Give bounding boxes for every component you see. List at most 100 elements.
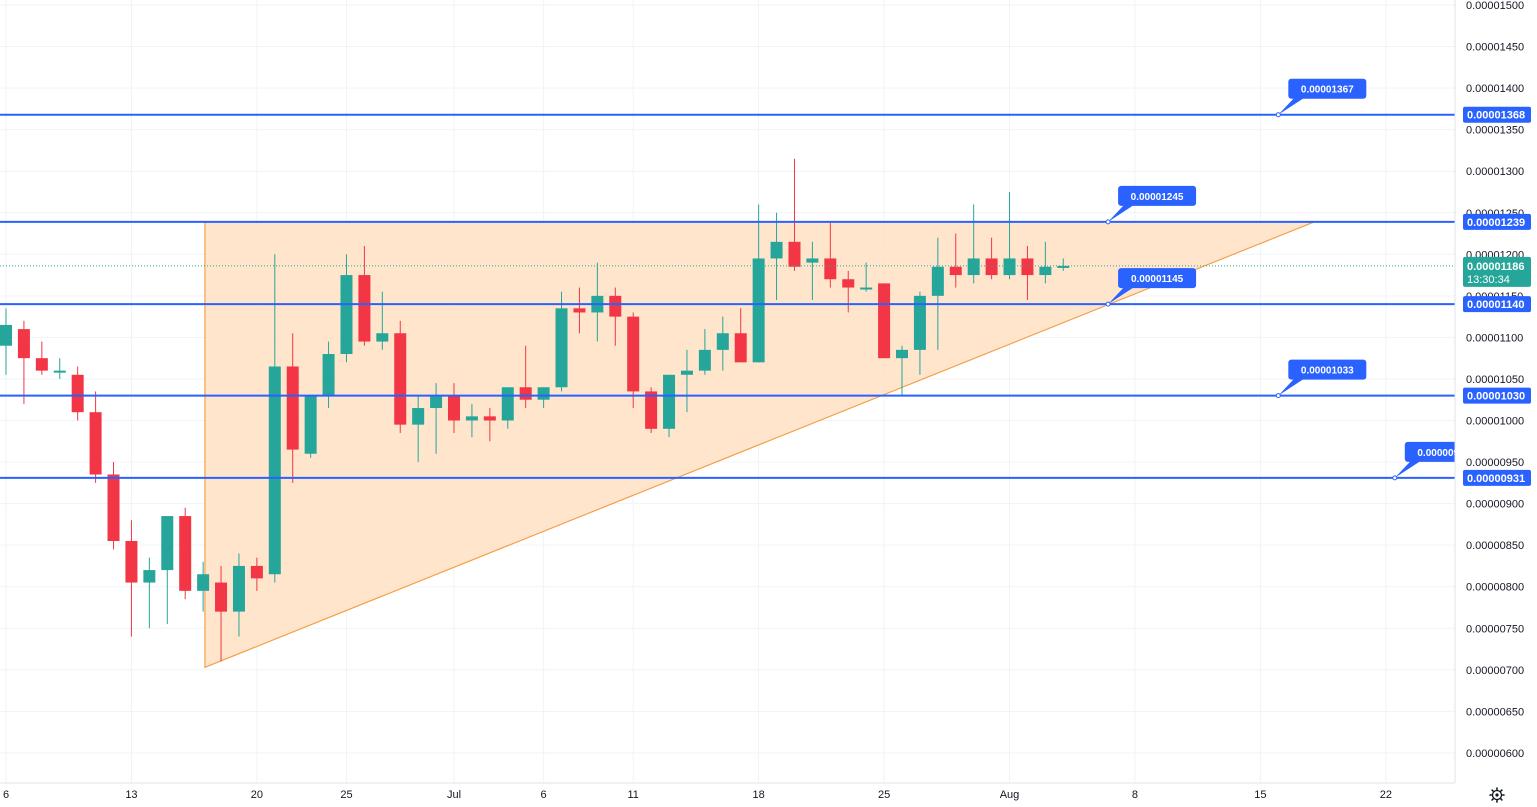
price-tick-label: 0.00001350 [1466, 125, 1524, 137]
candle [752, 204, 765, 363]
candle [197, 561, 210, 612]
candle-body [268, 366, 281, 575]
time-axis-labels: 6 13 20 25 Jul 6 11 18 25 Aug 8 15 22 [3, 789, 1392, 801]
candle-body [286, 366, 299, 450]
candle [609, 287, 622, 346]
level-price-badge: 0.00001239 [1463, 213, 1531, 230]
candle [931, 237, 944, 350]
price-tick-label: 0.00000850 [1466, 540, 1524, 552]
time-axis[interactable] [0, 783, 1455, 807]
candle-body [878, 283, 891, 359]
badge-bg [1463, 387, 1531, 404]
callout-anchor [1275, 393, 1281, 399]
candle-body [53, 370, 66, 373]
badge-label: 0.00001140 [1467, 299, 1525, 311]
candle-body [949, 266, 962, 276]
time-tick-label: 6 [3, 789, 9, 801]
candle-body [448, 395, 460, 421]
candle [1021, 245, 1034, 301]
candle [716, 316, 729, 371]
candle-body [89, 412, 102, 475]
candle-body [1003, 258, 1016, 276]
badge-bg [1463, 213, 1531, 230]
candle-body [788, 241, 801, 267]
price-callout[interactable]: 0.00001245 [1105, 185, 1197, 225]
price-callout[interactable]: 0.00001367 [1275, 78, 1367, 118]
candle [35, 341, 48, 375]
callout-anchor [1105, 301, 1111, 307]
candle-body [537, 387, 550, 400]
badge-label: 0.00001030 [1467, 391, 1525, 403]
candle-body [215, 582, 228, 612]
candle [1057, 258, 1070, 271]
candle-body [860, 287, 873, 290]
badge-label: 0.00000931 [1467, 473, 1525, 485]
price-tick-label: 0.00001050 [1466, 374, 1524, 386]
candle-body [931, 266, 944, 296]
candle [250, 557, 263, 591]
current-price-label: 0.00001186 [1467, 261, 1525, 273]
callout-anchor [1392, 475, 1398, 481]
callout-box [1118, 268, 1197, 289]
candle [0, 308, 12, 375]
candle [17, 320, 30, 404]
candle [698, 329, 711, 375]
callout-label: 0.00000934 [1417, 448, 1470, 459]
time-tick-label: 13 [125, 789, 137, 801]
candle [53, 358, 66, 379]
price-tick-label: 0.00000800 [1466, 582, 1524, 594]
candle-body [1057, 265, 1070, 268]
candle-body [483, 416, 496, 421]
candle [394, 320, 407, 433]
candle-body [250, 565, 263, 579]
candle-body [71, 374, 84, 413]
price-callout[interactable]: 0.00001033 [1275, 359, 1367, 399]
candle-body [232, 565, 245, 612]
price-tick-label: 0.00000700 [1466, 665, 1524, 677]
candle [860, 262, 873, 292]
candle [179, 507, 192, 600]
candle-body [358, 275, 371, 342]
time-tick-label: 15 [1254, 789, 1266, 801]
candle-body [322, 354, 335, 396]
candle [967, 204, 980, 284]
settings-gear-icon[interactable] [1489, 787, 1505, 803]
callout-pointer [1278, 97, 1305, 115]
candle-body [1021, 258, 1034, 276]
price-axis-badges: 0.00001368 0.00001239 0.00001140 0.00001030… [1463, 106, 1531, 486]
candle-body [573, 308, 586, 313]
candles [0, 158, 1070, 662]
candle-body [501, 387, 514, 421]
candle-body [465, 416, 478, 421]
candle [322, 341, 335, 409]
candle-body [752, 258, 765, 363]
candle [842, 270, 855, 313]
price-tick-label: 0.00001300 [1466, 166, 1524, 178]
candle [268, 254, 281, 583]
time-tick-label: 11 [627, 789, 638, 801]
candle [627, 312, 640, 409]
candle [788, 158, 801, 271]
time-tick-label: 6 [541, 789, 547, 801]
candle [770, 212, 783, 301]
horizontal-levels[interactable] [0, 113, 1455, 479]
candle [680, 349, 693, 413]
time-tick-label: 20 [251, 789, 263, 801]
price-tick-label: 0.00001450 [1466, 42, 1524, 54]
candle-body [627, 316, 640, 392]
candle-body [376, 333, 389, 342]
candle [537, 387, 550, 409]
candle [376, 291, 389, 350]
price-tick-label: 0.00000750 [1466, 623, 1524, 635]
candle [663, 374, 676, 438]
price-tick-label: 0.00000600 [1466, 748, 1524, 760]
candle-body [125, 540, 138, 583]
callout-label: 0.00001245 [1131, 192, 1184, 203]
price-callout[interactable]: 0.00001145 [1105, 268, 1197, 307]
candle [286, 333, 299, 483]
candle-body [179, 516, 192, 591]
candle [107, 462, 120, 550]
price-callouts[interactable]: 0.00001367 0.00001245 0.00001145 0.00001033… [1105, 78, 1483, 481]
